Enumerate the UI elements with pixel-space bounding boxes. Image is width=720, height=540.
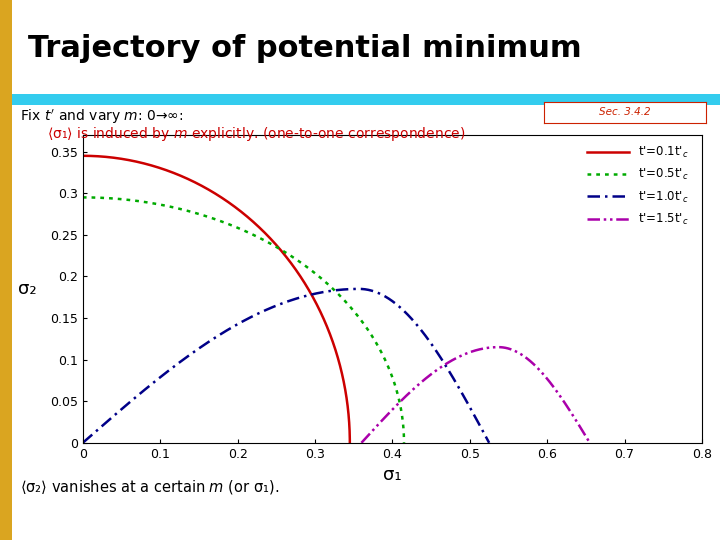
Text: σ₂: σ₂ <box>18 280 37 298</box>
Text: ⟨σ₁⟩ is induced by $m$ explicitly. (one-to-one correspondence): ⟨σ₁⟩ is induced by $m$ explicitly. (one-… <box>47 125 465 143</box>
Text: Sec. 3.4.2: Sec. 3.4.2 <box>599 107 650 117</box>
Legend: t'=0.1t'$_c$, t'=0.5t'$_c$, t'=1.0t'$_c$, t'=1.5t'$_c$: t'=0.1t'$_c$, t'=0.5t'$_c$, t'=1.0t'$_c$… <box>582 140 693 232</box>
Text: Fix $t'$ and vary $m$: 0→∞:: Fix $t'$ and vary $m$: 0→∞: <box>20 108 184 126</box>
Text: ⟨σ₂⟩ vanishes at a certain $m$ (or σ₁).: ⟨σ₂⟩ vanishes at a certain $m$ (or σ₁). <box>20 478 279 496</box>
Text: Trajectory of potential minimum: Trajectory of potential minimum <box>28 34 582 63</box>
X-axis label: σ₁: σ₁ <box>383 466 402 484</box>
